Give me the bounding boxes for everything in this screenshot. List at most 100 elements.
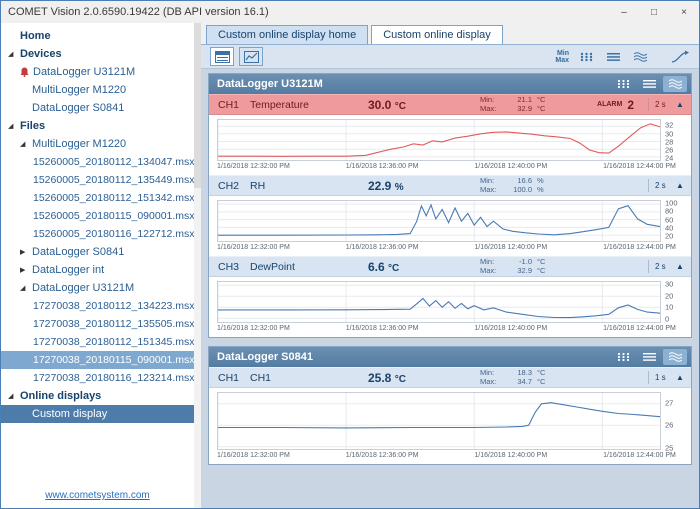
channel-value: 30.0 °C — [368, 97, 406, 112]
min-max-block: Min: 18.3 °C Max: 34.7 °C — [480, 368, 546, 386]
main-area: Custom online display home Custom online… — [201, 23, 699, 508]
rows-view-button[interactable] — [603, 49, 623, 65]
sidebar-scrollbar[interactable] — [194, 23, 201, 508]
alarm-indicator: ALARM 2 — [597, 97, 634, 112]
tab-custom-online-display-home[interactable]: Custom online display home — [206, 25, 369, 44]
expand-arrow-icon[interactable]: ◢ — [20, 141, 26, 148]
file-item[interactable]: 15260005_20180115_090001.msx — [33, 210, 195, 222]
x-axis-labels: 1/16/2018 12:32:00 PM 1/16/2018 12:36:00 … — [217, 325, 676, 332]
panel-tiles-view-button[interactable] — [611, 349, 635, 365]
charts-view-button[interactable] — [630, 49, 650, 65]
sidebar-files-m1220[interactable]: ◢ MultiLogger M1220 — [20, 138, 127, 150]
chart-view-button[interactable] — [239, 47, 263, 66]
panel-charts-view-button[interactable] — [663, 349, 687, 365]
panel-datalogger-u3121m: DataLogger U3121M CH1 Temperature 30.0 °… — [208, 73, 692, 338]
lines-icon — [606, 52, 620, 61]
file-item[interactable]: 15260005_20180116_122712.msx — [33, 228, 195, 240]
file-item[interactable]: 17270038_20180112_151345.msx — [33, 336, 195, 348]
waves-icon — [668, 352, 682, 362]
sidebar-device-m1220[interactable]: MultiLogger M1220 — [32, 84, 127, 96]
collapse-channel-icon[interactable]: ▲ — [676, 181, 684, 190]
sidebar-files-s0841[interactable]: ▶ DataLogger S0841 — [20, 246, 125, 258]
y-axis-labels: 20 40 60 80 100 — [665, 198, 678, 241]
rh-chart[interactable] — [218, 201, 660, 241]
panel-header[interactable]: DataLogger S0841 — [209, 347, 691, 367]
sample-interval: 2 s — [655, 262, 666, 271]
panel-rows-view-button[interactable] — [637, 76, 661, 92]
channel-row-ch2-rh[interactable]: CH2 RH 22.9 % Min: 16.6% Max: 100.0% 2 s ▲ — [209, 175, 691, 196]
comet-website-link[interactable]: www.cometsystem.com — [45, 490, 150, 501]
panel-header[interactable]: DataLogger U3121M — [209, 74, 691, 94]
minimize-button[interactable]: – — [621, 6, 627, 18]
expand-arrow-icon[interactable]: ◢ — [20, 285, 26, 292]
toolbar: Min Max — [201, 44, 699, 69]
channel-row-ch1-temperature[interactable]: CH1 Temperature 30.0 °C Min: 21.1 °C Max: 3… — [209, 94, 691, 115]
y-axis-labels: 25 26 27 — [665, 398, 674, 453]
collapsed-arrow-icon[interactable]: ▶ — [20, 267, 26, 274]
file-item[interactable]: 15260005_20180112_135449.msx — [33, 174, 195, 186]
values-view-button[interactable] — [210, 47, 234, 66]
x-axis-labels: 1/16/2018 12:32:00 PM 1/16/2018 12:36:00 … — [217, 244, 676, 251]
waves-icon — [633, 51, 647, 62]
waves-icon — [668, 79, 682, 89]
sidebar-device-u3121m[interactable]: DataLogger U3121M — [1, 63, 201, 81]
expand-arrow-icon[interactable]: ◢ — [8, 123, 14, 130]
alarm-bell-icon — [20, 67, 33, 77]
dewpoint-chart[interactable] — [218, 282, 660, 322]
expand-arrow-icon[interactable]: ◢ — [8, 393, 14, 400]
chart-s0841-ch1: 25 26 27 1/16/2018 12:32:00 PM 1/16/2018 12… — [209, 388, 691, 464]
close-button[interactable]: × — [681, 6, 687, 18]
min-max-toggle[interactable]: Min Max — [555, 49, 569, 64]
collapsed-arrow-icon[interactable]: ▶ — [20, 249, 26, 256]
sidebar-scrollbar-thumb[interactable] — [194, 23, 201, 188]
panel-datalogger-s0841: DataLogger S0841 CH1 CH1 25.8 °C Min: 18.… — [208, 346, 692, 465]
tab-custom-online-display[interactable]: Custom online display — [371, 25, 503, 44]
sample-interval: 2 s — [655, 100, 666, 109]
file-item[interactable]: 15260005_20180112_151342.msx — [33, 192, 195, 204]
file-item[interactable]: 17270038_20180112_135505.msx — [33, 318, 195, 330]
sample-interval: 1 s — [655, 373, 666, 382]
min-max-block: Min: 16.6% Max: 100.0% — [480, 176, 544, 194]
panel-charts-view-button[interactable] — [663, 76, 687, 92]
collapse-channel-icon[interactable]: ▲ — [676, 373, 684, 382]
maximize-button[interactable]: □ — [650, 6, 658, 18]
channel-row-s0841-ch1[interactable]: CH1 CH1 25.8 °C Min: 18.3 °C Max: 34.7 °C 1 … — [209, 367, 691, 388]
table-view-icon — [214, 50, 230, 63]
expand-arrow-icon[interactable]: ◢ — [8, 51, 14, 58]
sidebar-files-int[interactable]: ▶ DataLogger int — [20, 264, 105, 276]
curve-arrow-icon — [671, 50, 689, 63]
sidebar-files-u3121m[interactable]: ◢ DataLogger U3121M — [20, 282, 135, 294]
dots-grid-icon — [617, 352, 629, 362]
sidebar-item-files[interactable]: ◢ Files — [8, 120, 46, 132]
x-axis-labels: 1/16/2018 12:32:00 PM 1/16/2018 12:36:00 … — [217, 163, 676, 170]
sidebar-device-s0841[interactable]: DataLogger S0841 — [32, 102, 125, 114]
channel-value: 6.6 °C — [368, 259, 400, 274]
sidebar-item-devices[interactable]: ◢ Devices — [8, 48, 62, 60]
file-item-selected[interactable]: 17270038_20180115_090001.msx — [1, 351, 201, 369]
file-item[interactable]: 15260005_20180112_134047.msx — [33, 156, 195, 168]
min-max-block: Min: -1.0 °C Max: 32.9 °C — [480, 257, 546, 275]
tiles-view-button[interactable] — [576, 49, 596, 65]
title-bar: COMET Vision 2.0.6590.19422 (DB API vers… — [1, 1, 699, 23]
file-item[interactable]: 17270038_20180116_123214.msx — [33, 372, 195, 384]
collapse-channel-icon[interactable]: ▲ — [676, 262, 684, 271]
sample-interval: 2 s — [655, 181, 666, 190]
window-title: COMET Vision 2.0.6590.19422 (DB API vers… — [8, 6, 269, 18]
channel-row-ch3-dewpoint[interactable]: CH3 DewPoint 6.6 °C Min: -1.0 °C Max: 32.9 °… — [209, 256, 691, 277]
autoscale-button[interactable] — [670, 49, 690, 65]
channel-value: 22.9 % — [368, 178, 404, 193]
sidebar: Home ◢ Devices DataLogger U3121M MultiLog… — [1, 23, 201, 508]
sidebar-item-custom-display[interactable]: Custom display — [1, 405, 201, 423]
chart-ch3-dewpoint: 0 10 20 30 1/16/2018 12:32:00 PM 1/16/2018 1… — [209, 277, 691, 337]
panel-title: DataLogger U3121M — [217, 78, 323, 90]
temperature-chart[interactable] — [218, 120, 660, 160]
panel-rows-view-button[interactable] — [637, 349, 661, 365]
file-item[interactable]: 17270038_20180112_134223.msx — [33, 300, 195, 312]
y-axis-labels: 0 10 20 30 — [665, 279, 674, 324]
sidebar-item-home[interactable]: Home — [20, 30, 51, 42]
collapse-channel-icon[interactable]: ▲ — [676, 100, 684, 109]
chart-view-icon — [243, 50, 259, 63]
s0841-ch1-chart[interactable] — [218, 393, 660, 449]
sidebar-item-online-displays[interactable]: ◢ Online displays — [8, 390, 102, 402]
panel-tiles-view-button[interactable] — [611, 76, 635, 92]
